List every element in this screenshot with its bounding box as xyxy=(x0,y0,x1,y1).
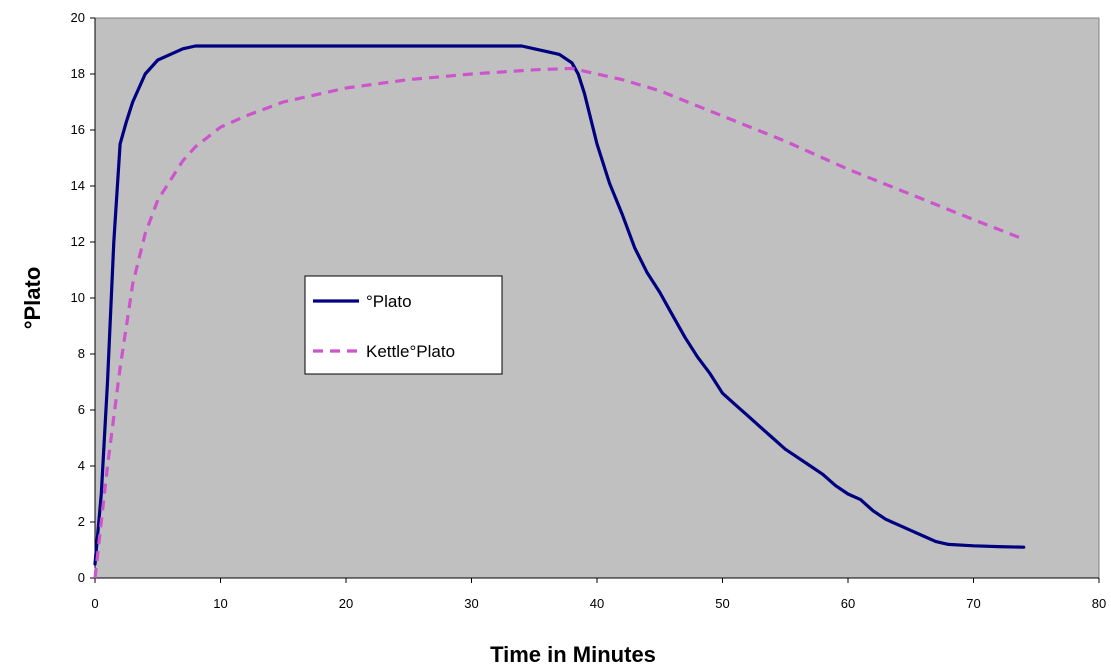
legend-label-series-1: Kettle°Plato xyxy=(366,342,455,361)
y-tick-label: 20 xyxy=(71,10,85,25)
legend-label-series-0: °Plato xyxy=(366,292,412,311)
y-tick-label: 6 xyxy=(78,402,85,417)
legend: °Plato Kettle°Plato xyxy=(304,275,503,375)
series-line-1 xyxy=(93,66,1025,579)
y-tick-label: 10 xyxy=(71,290,85,305)
legend-box xyxy=(304,275,503,375)
x-tick-label: 0 xyxy=(91,596,98,611)
y-tick-label: 2 xyxy=(78,514,85,529)
y-tick-label: 16 xyxy=(71,122,85,137)
x-tick-label: 50 xyxy=(715,596,729,611)
x-tick-label: 80 xyxy=(1092,596,1106,611)
y-tick-label: 12 xyxy=(71,234,85,249)
x-tick-label: 30 xyxy=(464,596,478,611)
x-tick-label: 60 xyxy=(841,596,855,611)
axes: 0 2 4 6 8 10 12 14 16 18 20 0 10 20 30 40 50 60 70 80 xyxy=(71,10,1107,611)
series-layer xyxy=(93,44,1026,579)
x-tick-label: 70 xyxy=(966,596,980,611)
series-line-0 xyxy=(93,44,1026,566)
y-tick-label: 8 xyxy=(78,346,85,361)
y-axis-title: °Plato xyxy=(20,267,45,330)
x-axis-title: Time in Minutes xyxy=(490,642,656,667)
y-tick-label: 14 xyxy=(71,178,85,193)
plot-area xyxy=(94,17,1100,579)
y-tick-label: 0 xyxy=(78,570,85,585)
y-tick-label: 4 xyxy=(78,458,85,473)
x-tick-label: 10 xyxy=(213,596,227,611)
x-tick-label: 40 xyxy=(590,596,604,611)
x-tick-label: 20 xyxy=(339,596,353,611)
y-tick-label: 18 xyxy=(71,66,85,81)
